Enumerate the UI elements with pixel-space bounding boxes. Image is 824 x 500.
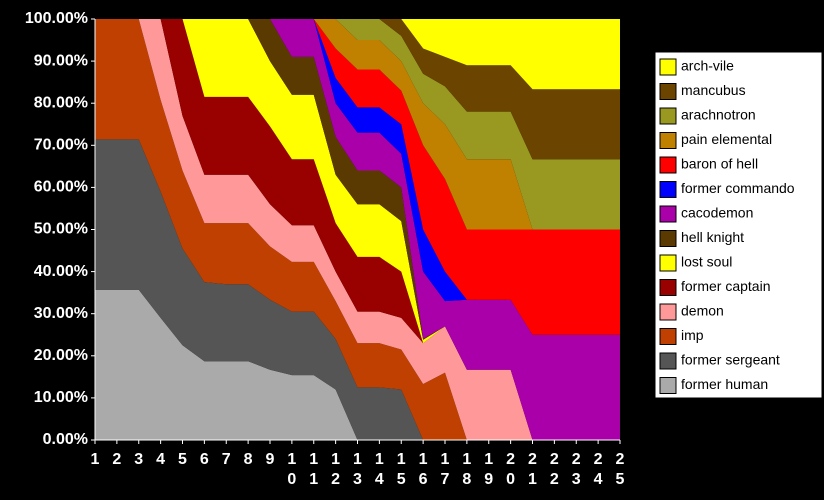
area: [95, 139, 620, 440]
area: [95, 19, 620, 440]
legend-label: demon: [681, 303, 724, 319]
x-tick-label: 6: [200, 451, 209, 468]
x-tick-label: 7: [222, 451, 231, 468]
legend-swatch: [659, 107, 677, 125]
legend-swatch: [659, 181, 677, 198]
legend-label: arachnotron: [681, 107, 756, 123]
legend-label: former sergeant: [681, 352, 780, 368]
area: [95, 19, 620, 90]
legend-label: arch-vile: [681, 58, 734, 74]
x-tick-label: 1: [91, 451, 100, 468]
legend-label: mancubus: [681, 82, 746, 98]
legend-label: hell knight: [681, 229, 744, 245]
y-tick-label: 70.00%: [34, 137, 88, 154]
y-tick-label: 60.00%: [34, 179, 88, 196]
area: [95, 19, 620, 440]
legend-label: former captain: [681, 278, 770, 294]
y-tick-label: 90.00%: [34, 52, 88, 69]
legend-swatch: [659, 254, 677, 272]
x-tick-label: 9: [266, 451, 275, 468]
area: [95, 19, 620, 230]
legend-swatch: [659, 279, 677, 296]
area: [95, 19, 620, 160]
legend-label: former commando: [681, 180, 795, 196]
y-tick-label: 0.00%: [43, 431, 88, 448]
y-tick-label: 10.00%: [34, 389, 88, 406]
legend-box: [654, 51, 823, 399]
y-tick-label: 100.00%: [25, 10, 88, 27]
x-tick-label: 4: [156, 451, 165, 468]
x-tick-label: 8: [244, 451, 253, 468]
area: [95, 19, 620, 230]
y-tick-label: 20.00%: [34, 347, 88, 364]
legend-label: cacodemon: [681, 205, 753, 221]
legend-swatch: [659, 352, 677, 370]
area: [95, 19, 620, 440]
legend-label: lost soul: [681, 254, 732, 270]
legend-swatch: [659, 328, 677, 345]
legend-swatch: [659, 205, 677, 223]
y-tick-label: 40.00%: [34, 263, 88, 280]
legend-label: former human: [681, 376, 768, 392]
area: [95, 19, 620, 335]
legend-swatch: [659, 156, 677, 174]
y-tick-label: 80.00%: [34, 94, 88, 111]
legend-label: pain elemental: [681, 131, 772, 147]
legend-swatch: [659, 58, 677, 76]
legend-swatch: [659, 230, 677, 247]
y-tick-label: 50.00%: [34, 221, 88, 238]
legend-swatch: [659, 83, 677, 100]
legend-swatch: [659, 132, 677, 149]
area: [95, 19, 620, 440]
legend-swatch: [659, 377, 677, 394]
y-tick-label: 30.00%: [34, 305, 88, 322]
legend-swatch: [659, 303, 677, 321]
x-tick-label: 5: [178, 451, 187, 468]
legend-label: baron of hell: [681, 156, 758, 172]
x-tick-label: 2: [112, 451, 121, 468]
area: [95, 289, 620, 440]
legend-label: imp: [681, 327, 704, 343]
x-tick-label: 3: [134, 451, 143, 468]
